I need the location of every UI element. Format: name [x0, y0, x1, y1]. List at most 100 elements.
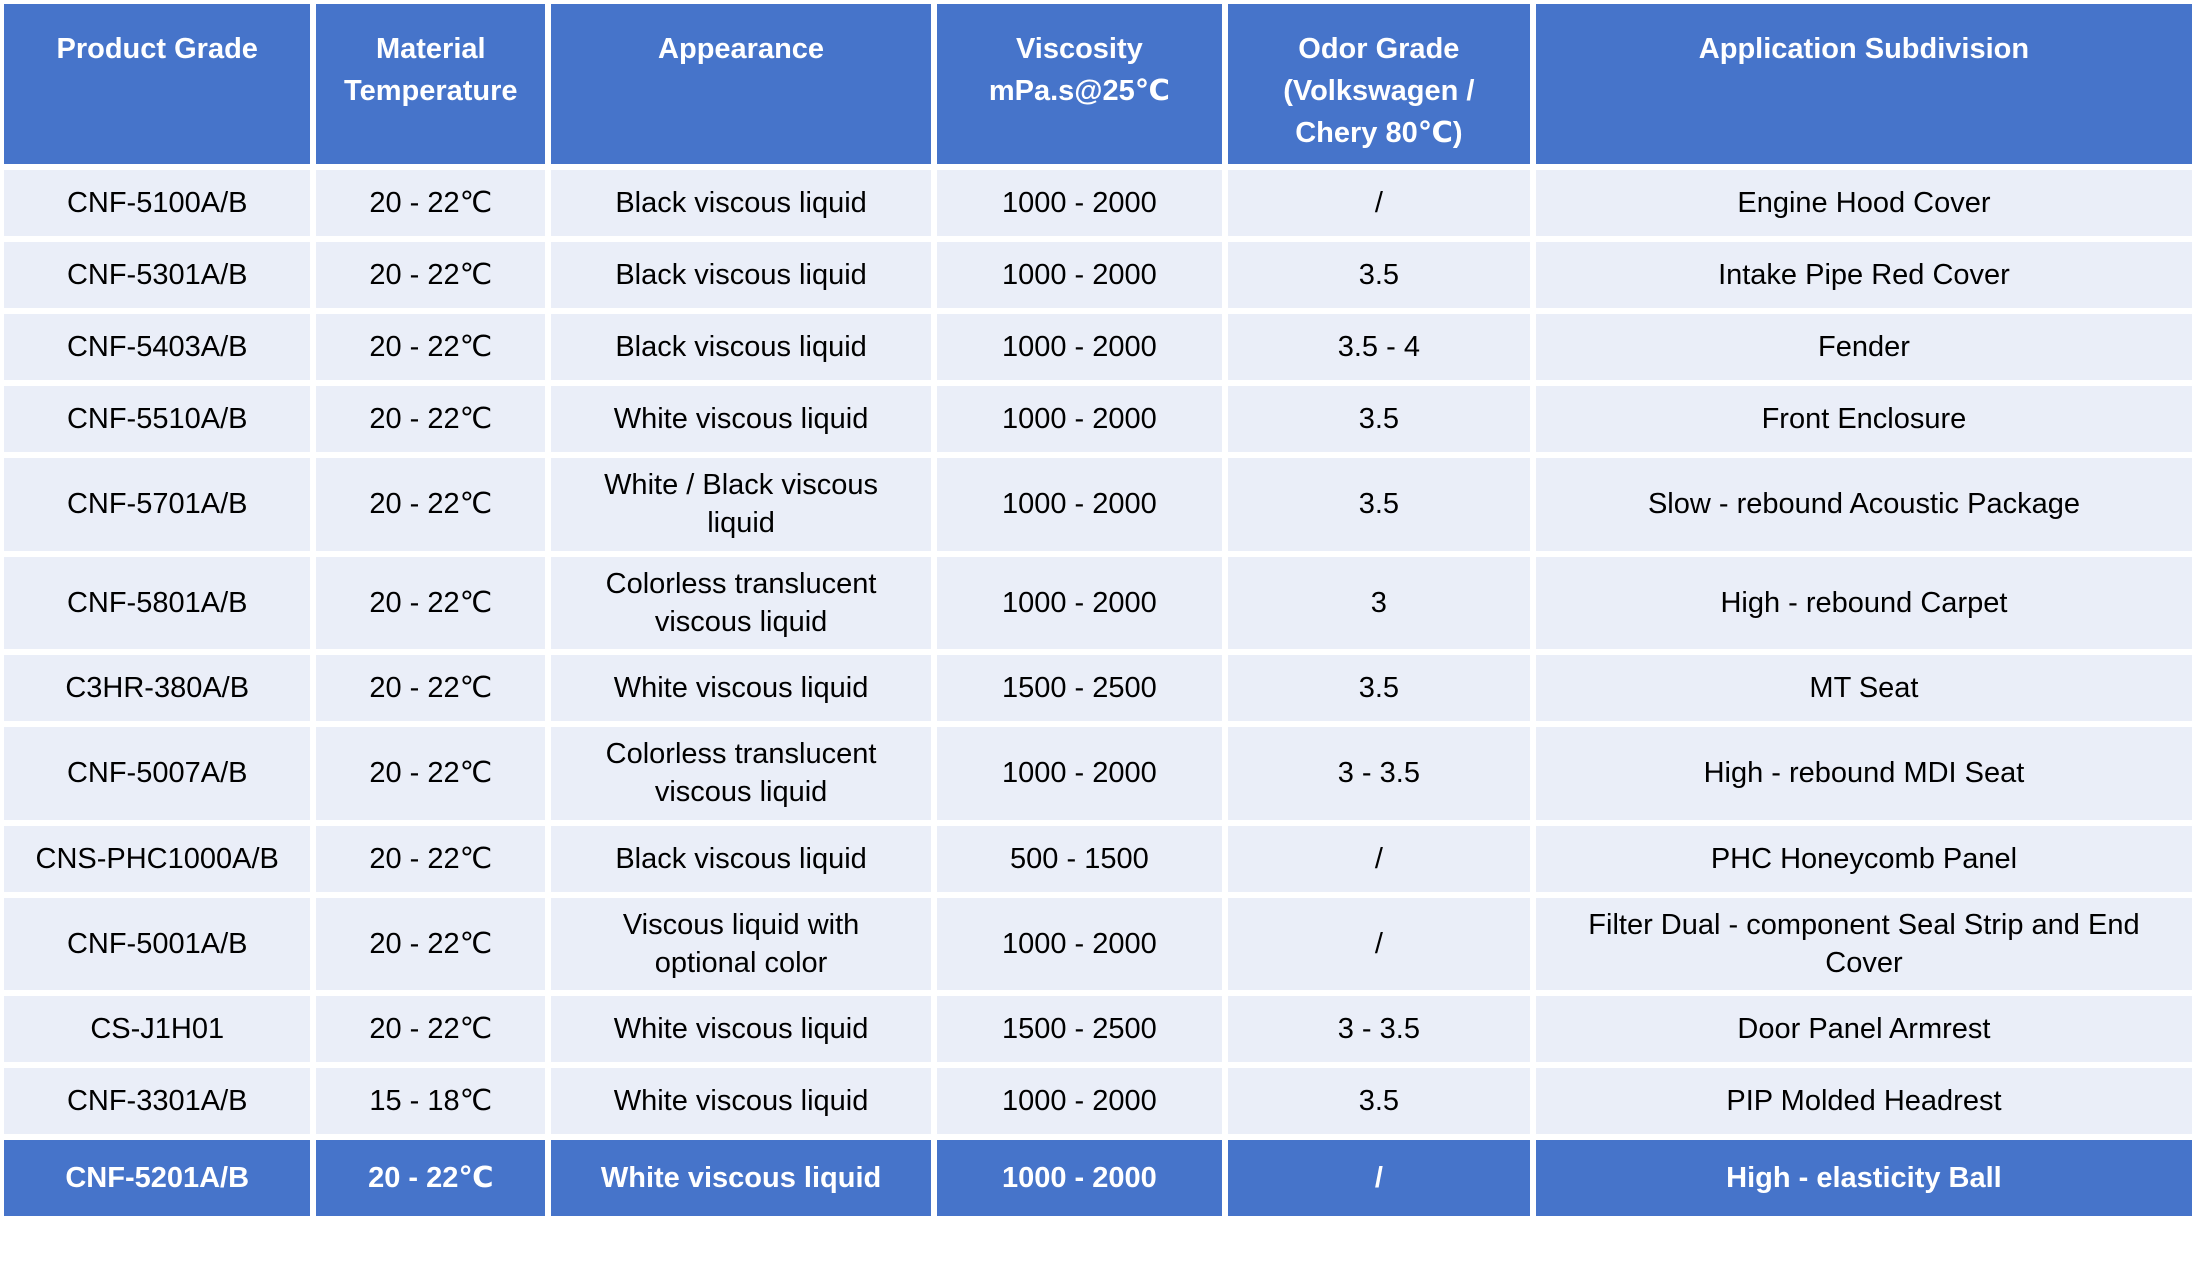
cell-viscosity: 1000 - 2000	[936, 556, 1222, 650]
cell-appearance: Black viscous liquid	[551, 314, 931, 381]
cell-application: Filter Dual - component Seal Strip and E…	[1535, 897, 2192, 991]
cell-odor-grade: 3.5	[1227, 1068, 1530, 1135]
cell-appearance: White viscous liquid	[551, 655, 931, 722]
cell-appearance: White viscous liquid	[551, 386, 931, 453]
cell-product-grade: C3HR-380A/B	[4, 655, 311, 722]
cell-viscosity: 1500 - 2500	[936, 655, 1222, 722]
cell-odor-grade: /	[1227, 170, 1530, 237]
cell-application: MT Seat	[1535, 655, 2192, 722]
cell-appearance: Black viscous liquid	[551, 242, 931, 309]
cell-appearance: White viscous liquid	[551, 1140, 931, 1217]
cell-application: Fender	[1535, 314, 2192, 381]
table-row: C3HR-380A/B 20 - 22℃ White viscous liquid 1…	[4, 655, 2192, 722]
cell-odor-grade: 3.5 - 4	[1227, 314, 1530, 381]
cell-material-temperature: 20 - 22℃	[316, 897, 546, 991]
table-row: CNF-5007A/B 20 - 22℃ Colorless translucent…	[4, 727, 2192, 820]
cell-viscosity: 1000 - 2000	[936, 727, 1222, 820]
table-row-highlighted: CNF-5201A/B 20 - 22℃ White viscous liquid 1…	[4, 1140, 2192, 1217]
cell-material-temperature: 20 - 22℃	[316, 1140, 546, 1217]
cell-appearance: White / Black viscous liquid	[551, 458, 931, 551]
cell-application: Front Enclosure	[1535, 386, 2192, 453]
cell-odor-grade: 3.5	[1227, 386, 1530, 453]
table-row: CNS-PHC1000A/B 20 - 22℃ Black viscous liqu…	[4, 825, 2192, 892]
cell-product-grade: CS-J1H01	[4, 996, 311, 1063]
cell-material-temperature: 15 - 18℃	[316, 1068, 546, 1135]
cell-viscosity: 1000 - 2000	[936, 897, 1222, 991]
header-viscosity: Viscosity mPa.s@25℃	[936, 4, 1222, 165]
cell-product-grade: CNF-5510A/B	[4, 386, 311, 453]
cell-viscosity: 1000 - 2000	[936, 170, 1222, 237]
cell-appearance: Black viscous liquid	[551, 170, 931, 237]
cell-material-temperature: 20 - 22℃	[316, 386, 546, 453]
cell-viscosity: 1000 - 2000	[936, 314, 1222, 381]
cell-material-temperature: 20 - 22℃	[316, 996, 546, 1063]
cell-odor-grade: 3.5	[1227, 242, 1530, 309]
cell-application: High - elasticity Ball	[1535, 1140, 2192, 1217]
cell-viscosity: 1000 - 2000	[936, 458, 1222, 551]
cell-odor-grade: 3 - 3.5	[1227, 727, 1530, 820]
cell-material-temperature: 20 - 22℃	[316, 556, 546, 650]
cell-product-grade: CNF-3301A/B	[4, 1068, 311, 1135]
cell-odor-grade: /	[1227, 897, 1530, 991]
cell-product-grade: CNF-5801A/B	[4, 556, 311, 650]
cell-appearance: Colorless translucent viscous liquid	[551, 556, 931, 650]
cell-material-temperature: 20 - 22℃	[316, 314, 546, 381]
cell-viscosity: 1000 - 2000	[936, 1068, 1222, 1135]
cell-appearance: Colorless translucent viscous liquid	[551, 727, 931, 820]
cell-appearance: Black viscous liquid	[551, 825, 931, 892]
header-odor-grade: Odor Grade (Volkswagen / Chery 80℃)	[1227, 4, 1530, 165]
cell-application: PIP Molded Headrest	[1535, 1068, 2192, 1135]
cell-odor-grade: /	[1227, 825, 1530, 892]
table-row: CNF-5403A/B 20 - 22℃ Black viscous liquid 1…	[4, 314, 2192, 381]
cell-material-temperature: 20 - 22℃	[316, 655, 546, 722]
cell-viscosity: 1500 - 2500	[936, 996, 1222, 1063]
cell-product-grade: CNF-5100A/B	[4, 170, 311, 237]
cell-application: High - rebound Carpet	[1535, 556, 2192, 650]
cell-viscosity: 1000 - 2000	[936, 242, 1222, 309]
cell-appearance: White viscous liquid	[551, 996, 931, 1063]
header-product-grade: Product Grade	[4, 4, 311, 165]
cell-product-grade: CNF-5701A/B	[4, 458, 311, 551]
table-row: CNF-5510A/B 20 - 22℃ White viscous liquid 1…	[4, 386, 2192, 453]
cell-product-grade: CNF-5201A/B	[4, 1140, 311, 1217]
table-row: CNF-5001A/B 20 - 22℃ Viscous liquid with o…	[4, 897, 2192, 991]
product-spec-table: Product Grade Material Temperature Appea…	[4, 4, 2192, 1217]
cell-odor-grade: 3	[1227, 556, 1530, 650]
cell-odor-grade: /	[1227, 1140, 1530, 1217]
cell-odor-grade: 3.5	[1227, 655, 1530, 722]
cell-appearance: Viscous liquid with optional color	[551, 897, 931, 991]
header-application-subdivision: Application Subdivision	[1535, 4, 2192, 165]
table-body: CNF-5100A/B 20 - 22℃ Black viscous liquid 1…	[4, 170, 2192, 1217]
cell-application: High - rebound MDI Seat	[1535, 727, 2192, 820]
cell-application: Slow - rebound Acoustic Package	[1535, 458, 2192, 551]
cell-material-temperature: 20 - 22℃	[316, 242, 546, 309]
cell-material-temperature: 20 - 22℃	[316, 458, 546, 551]
cell-viscosity: 1000 - 2000	[936, 1140, 1222, 1217]
table-row: CNF-3301A/B 15 - 18℃ White viscous liquid 1…	[4, 1068, 2192, 1135]
cell-odor-grade: 3 - 3.5	[1227, 996, 1530, 1063]
cell-material-temperature: 20 - 22℃	[316, 825, 546, 892]
cell-application: Intake Pipe Red Cover	[1535, 242, 2192, 309]
cell-material-temperature: 20 - 22℃	[316, 727, 546, 820]
cell-viscosity: 500 - 1500	[936, 825, 1222, 892]
header-appearance: Appearance	[551, 4, 931, 165]
cell-product-grade: CNF-5403A/B	[4, 314, 311, 381]
cell-application: Engine Hood Cover	[1535, 170, 2192, 237]
cell-product-grade: CNF-5007A/B	[4, 727, 311, 820]
cell-product-grade: CNF-5001A/B	[4, 897, 311, 991]
cell-application: Door Panel Armrest	[1535, 996, 2192, 1063]
cell-product-grade: CNF-5301A/B	[4, 242, 311, 309]
table-row: CS-J1H01 20 - 22℃ White viscous liquid 1500…	[4, 996, 2192, 1063]
table-row: CNF-5701A/B 20 - 22℃ White / Black viscous…	[4, 458, 2192, 551]
header-material-temperature: Material Temperature	[316, 4, 546, 165]
cell-odor-grade: 3.5	[1227, 458, 1530, 551]
table-row: CNF-5301A/B 20 - 22℃ Black viscous liquid 1…	[4, 242, 2192, 309]
header-row: Product Grade Material Temperature Appea…	[4, 4, 2192, 165]
table-row: CNF-5801A/B 20 - 22℃ Colorless translucent…	[4, 556, 2192, 650]
cell-viscosity: 1000 - 2000	[936, 386, 1222, 453]
cell-material-temperature: 20 - 22℃	[316, 170, 546, 237]
cell-appearance: White viscous liquid	[551, 1068, 931, 1135]
table-row: CNF-5100A/B 20 - 22℃ Black viscous liquid 1…	[4, 170, 2192, 237]
table-header: Product Grade Material Temperature Appea…	[4, 4, 2192, 165]
